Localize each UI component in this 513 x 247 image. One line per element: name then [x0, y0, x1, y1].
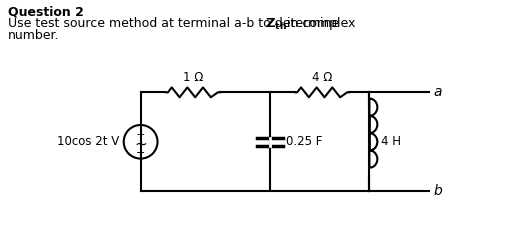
Text: 4 Ω: 4 Ω [312, 71, 332, 84]
Text: 10cos 2t V: 10cos 2t V [57, 135, 120, 148]
Text: $\mathbf{Z_{th}}$: $\mathbf{Z_{th}}$ [265, 17, 287, 32]
Text: 1 Ω: 1 Ω [183, 71, 203, 84]
Text: +: + [136, 130, 145, 140]
Text: ~: ~ [134, 136, 147, 151]
Text: 4 H: 4 H [381, 135, 401, 148]
Text: 0.25 F: 0.25 F [286, 135, 322, 148]
Text: −: − [136, 148, 145, 158]
Text: b: b [433, 184, 442, 198]
Text: in complex: in complex [283, 17, 355, 30]
Text: a: a [433, 85, 442, 99]
Text: Question 2: Question 2 [8, 5, 84, 18]
Text: number.: number. [8, 29, 60, 42]
Text: Use test source method at terminal a-b to determine: Use test source method at terminal a-b t… [8, 17, 344, 30]
